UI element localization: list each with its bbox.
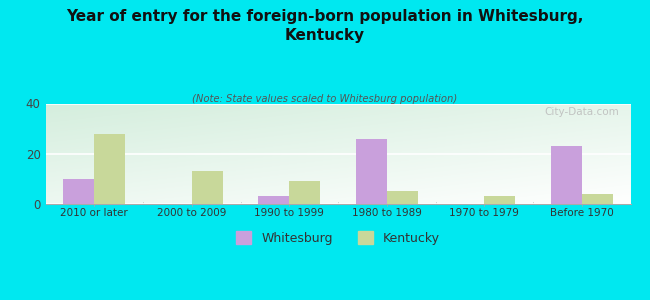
Text: (Note: State values scaled to Whitesburg population): (Note: State values scaled to Whitesburg… [192, 94, 458, 104]
Text: Year of entry for the foreign-born population in Whitesburg,
Kentucky: Year of entry for the foreign-born popul… [66, 9, 584, 43]
Bar [94, 134, 125, 204]
Bar [582, 194, 613, 204]
Bar [387, 191, 418, 204]
Bar [289, 182, 320, 204]
Text: City-Data.com: City-Data.com [544, 106, 619, 116]
Bar [63, 179, 94, 204]
Bar [258, 196, 289, 204]
Legend: Whitesburg, Kentucky: Whitesburg, Kentucky [231, 226, 445, 250]
Bar [551, 146, 582, 204]
Bar [356, 139, 387, 204]
Bar [192, 171, 223, 204]
Bar [484, 196, 515, 204]
